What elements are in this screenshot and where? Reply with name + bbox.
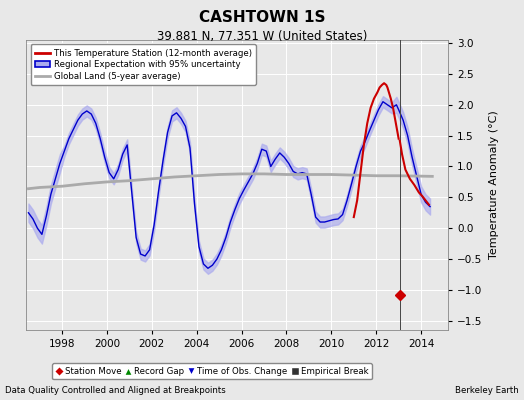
Text: CASHTOWN 1S: CASHTOWN 1S [199,10,325,25]
Text: Berkeley Earth: Berkeley Earth [455,386,519,395]
Legend: Station Move, Record Gap, Time of Obs. Change, Empirical Break: Station Move, Record Gap, Time of Obs. C… [52,364,372,379]
Text: 39.881 N, 77.351 W (United States): 39.881 N, 77.351 W (United States) [157,30,367,43]
Text: Data Quality Controlled and Aligned at Breakpoints: Data Quality Controlled and Aligned at B… [5,386,226,395]
Y-axis label: Temperature Anomaly (°C): Temperature Anomaly (°C) [489,111,499,259]
